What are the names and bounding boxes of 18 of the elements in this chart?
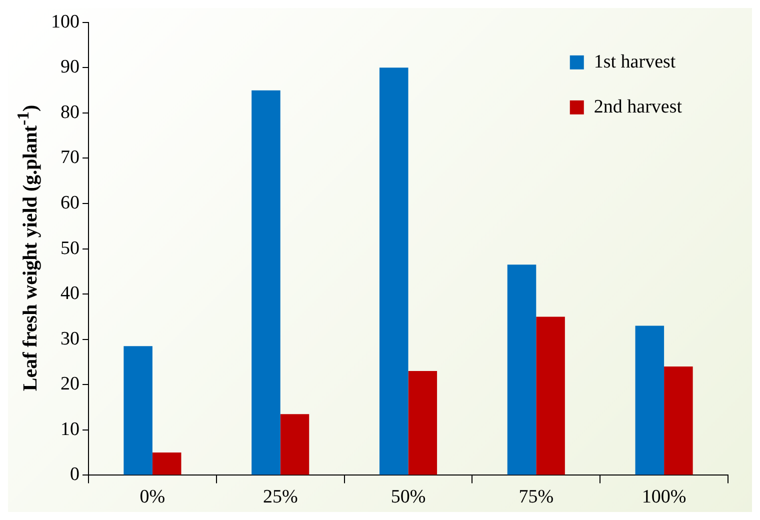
x-tick-label: 75% xyxy=(518,486,554,508)
y-tick-label: 100 xyxy=(51,11,80,32)
legend-label: 1st harvest xyxy=(594,51,676,72)
y-tick-label: 20 xyxy=(60,374,80,395)
y-tick-label: 80 xyxy=(60,102,80,123)
y-tick-label: 60 xyxy=(60,192,80,214)
x-tick-label: 25% xyxy=(262,486,298,508)
y-tick-label: 40 xyxy=(60,283,80,304)
y-tick-label: 10 xyxy=(60,418,80,440)
x-tick-label: 50% xyxy=(390,486,426,508)
legend-label: 2nd harvest xyxy=(594,96,683,118)
y-tick-label: 90 xyxy=(60,56,80,78)
y-tick-label: 70 xyxy=(60,147,80,168)
y-tick-label: 50 xyxy=(60,238,80,259)
x-tick-label: 0% xyxy=(140,486,166,508)
y-tick-label: 0 xyxy=(70,464,80,486)
y-tick-label: 30 xyxy=(60,328,80,350)
x-tick-label: 100% xyxy=(642,486,686,508)
